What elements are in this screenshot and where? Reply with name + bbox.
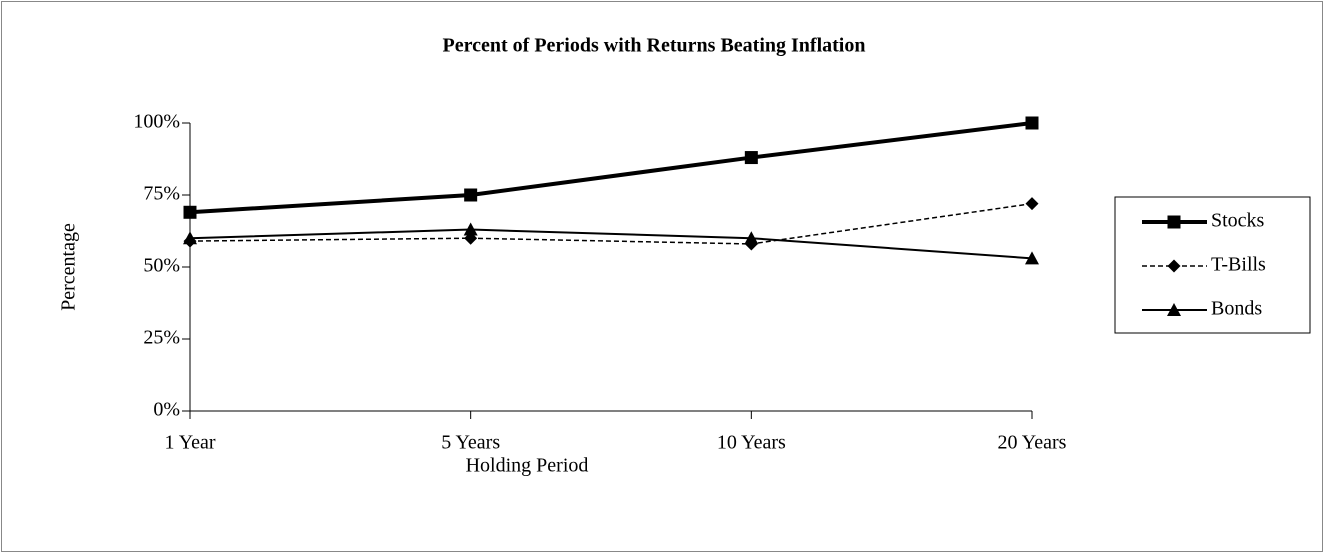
data-point bbox=[744, 231, 759, 245]
x-axis-label: Holding Period bbox=[466, 455, 589, 477]
data-point bbox=[1025, 116, 1039, 130]
data-point bbox=[1025, 197, 1039, 211]
data-point bbox=[1025, 251, 1039, 265]
legend-marker bbox=[1167, 259, 1181, 273]
legend-marker bbox=[1167, 303, 1181, 316]
legend-label: T-Bills bbox=[1211, 254, 1266, 276]
y-tick-label: 25% bbox=[143, 327, 180, 349]
series-line bbox=[189, 121, 1033, 215]
y-tick-label: 50% bbox=[143, 255, 180, 277]
x-tick-label: 5 Years bbox=[441, 432, 500, 454]
y-tick-label: 100% bbox=[133, 111, 180, 133]
data-point bbox=[464, 188, 478, 202]
legend-label: Bonds bbox=[1211, 298, 1262, 320]
series-line bbox=[189, 202, 1033, 245]
x-tick-label: 10 Years bbox=[717, 432, 786, 454]
chart-title: Percent of Periods with Returns Beating … bbox=[443, 35, 866, 57]
series-line bbox=[189, 228, 1033, 260]
legend-label: Stocks bbox=[1211, 210, 1265, 232]
legend-marker bbox=[1167, 215, 1181, 229]
y-axis-label: Percentage bbox=[58, 223, 80, 311]
x-tick-label: 20 Years bbox=[998, 432, 1067, 454]
data-point bbox=[183, 231, 197, 245]
data-point bbox=[183, 205, 197, 219]
y-tick-label: 0% bbox=[153, 399, 180, 421]
data-point bbox=[744, 151, 758, 165]
data-point bbox=[463, 222, 478, 236]
y-tick-label: 75% bbox=[143, 183, 180, 205]
x-tick-label: 1 Year bbox=[164, 432, 215, 454]
